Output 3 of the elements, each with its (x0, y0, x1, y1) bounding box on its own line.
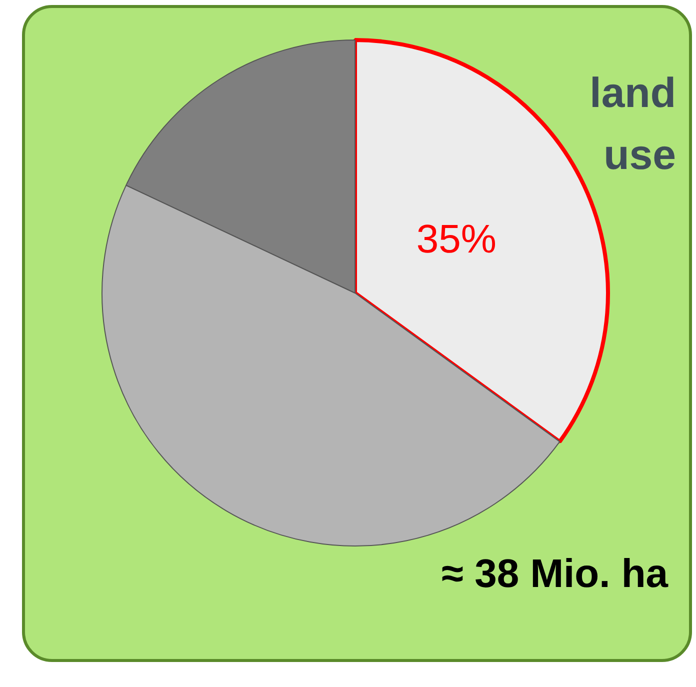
data-label: 35% (416, 217, 496, 262)
text: land use (588, 68, 676, 180)
text: ≈ 38 Mio. ha (442, 552, 668, 597)
